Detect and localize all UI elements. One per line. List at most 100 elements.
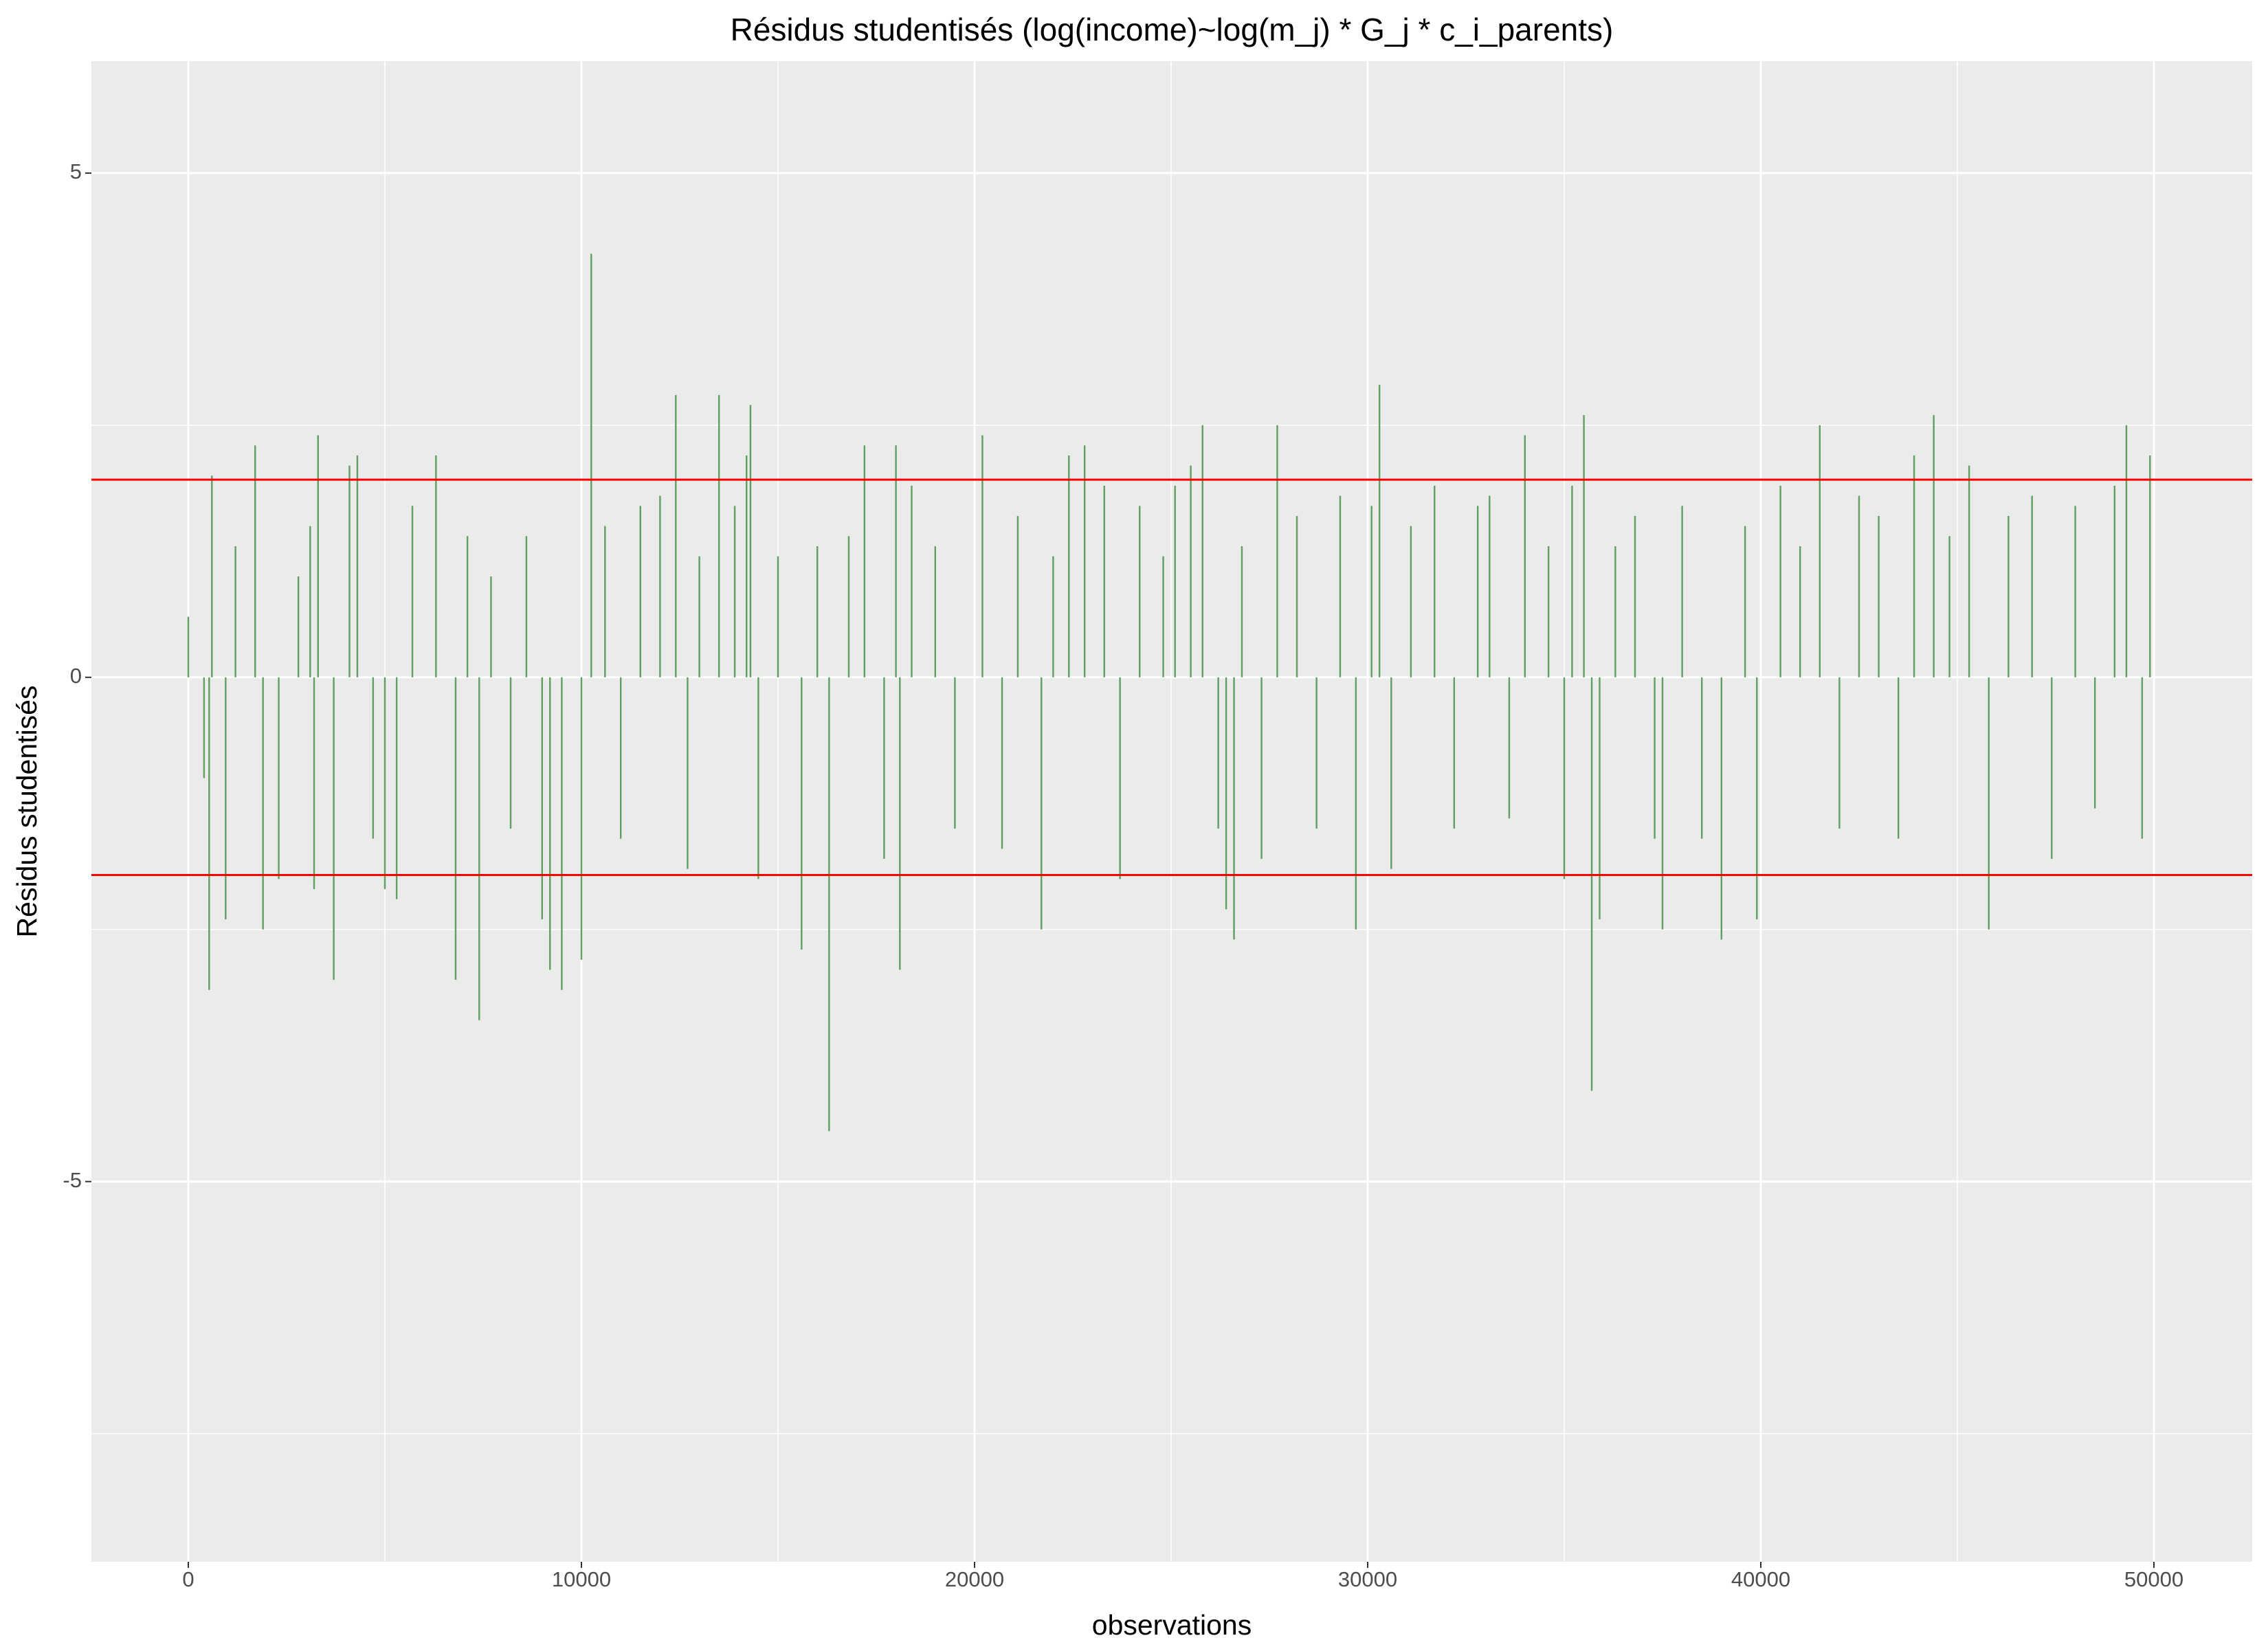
grid	[91, 61, 2252, 1562]
bar	[208, 677, 210, 990]
bar	[1068, 455, 1070, 677]
bar	[2113, 485, 2115, 677]
bar	[746, 455, 748, 677]
bar	[478, 677, 480, 1020]
bar	[2125, 425, 2128, 677]
bar	[1041, 677, 1043, 930]
bar	[1103, 485, 1105, 677]
bar	[828, 677, 830, 1132]
bar	[1489, 495, 1491, 677]
bar	[313, 677, 315, 890]
bar	[1453, 677, 1456, 829]
x-tick-label: 40000	[1731, 1567, 1790, 1591]
bar	[749, 405, 752, 677]
bar	[1296, 515, 1298, 677]
bar	[639, 506, 641, 677]
bar	[2074, 506, 2076, 677]
bar	[1614, 546, 1616, 677]
bar	[234, 546, 236, 677]
x-tick-label: 20000	[945, 1567, 1004, 1591]
bar	[1052, 556, 1054, 677]
labels: 0 10000 20000 30000 40000 50000 -5 0 5	[63, 159, 2183, 1591]
bar	[395, 677, 398, 899]
bar	[1174, 485, 1176, 677]
marks	[91, 254, 2252, 1132]
bar	[225, 677, 227, 920]
bar	[2031, 495, 2033, 677]
bar	[561, 677, 563, 990]
bar	[1524, 435, 1526, 677]
bar	[254, 445, 256, 677]
bar	[1016, 515, 1019, 677]
bar	[1083, 445, 1086, 677]
bar	[1563, 677, 1566, 879]
bar	[911, 485, 913, 677]
bar	[317, 435, 319, 677]
bar	[1913, 455, 1915, 677]
bar	[1476, 506, 1479, 677]
bar	[934, 546, 936, 677]
bar	[549, 677, 551, 970]
bar	[1190, 465, 1192, 677]
bar	[2093, 677, 2096, 809]
bar	[895, 445, 897, 677]
bar	[847, 536, 850, 677]
bar	[262, 677, 264, 930]
bar	[1162, 556, 1164, 677]
bar	[1119, 677, 1121, 879]
bar	[1756, 677, 1758, 920]
bar	[675, 394, 677, 677]
bar	[2051, 677, 2053, 859]
y-tick-label: -5	[63, 1168, 82, 1192]
bar	[297, 576, 300, 677]
bar	[1508, 677, 1511, 819]
bar	[733, 506, 736, 677]
bar	[466, 536, 469, 677]
bar	[590, 254, 592, 677]
bar	[203, 677, 205, 778]
x-tick-label: 10000	[552, 1567, 611, 1591]
bar	[1225, 677, 1227, 910]
bar	[1241, 546, 1243, 677]
bar	[580, 677, 583, 960]
bar	[1948, 536, 1950, 677]
x-tick-label: 50000	[2124, 1567, 2183, 1591]
bar	[2149, 455, 2151, 677]
bar	[187, 616, 190, 677]
bar	[1700, 677, 1703, 839]
bar	[1590, 677, 1593, 1091]
bar	[1654, 677, 1656, 839]
bar	[1201, 425, 1203, 677]
y-axis-title: Résidus studentisés	[11, 686, 43, 938]
bar	[1858, 495, 1860, 677]
bar	[718, 394, 720, 677]
bar	[1370, 506, 1372, 677]
bar	[1217, 677, 1219, 829]
chart-title: Résidus studentisés (log(income)~log(m_j…	[731, 12, 1614, 47]
bar	[1434, 485, 1436, 677]
bar	[1661, 677, 1664, 930]
bar	[490, 576, 492, 677]
bar	[525, 536, 528, 677]
bar	[604, 526, 606, 677]
bar	[348, 465, 351, 677]
bar	[454, 677, 457, 980]
bar	[1933, 415, 1935, 677]
bar	[1681, 506, 1683, 677]
bar	[1779, 485, 1781, 677]
bar	[1819, 425, 1821, 677]
bar	[1001, 677, 1003, 849]
bar	[2141, 677, 2144, 839]
bar	[1878, 515, 1880, 677]
y-tick-label: 5	[70, 159, 82, 183]
x-tick-label: 0	[182, 1567, 194, 1591]
bar	[2008, 515, 2010, 677]
bar	[687, 677, 689, 869]
bar	[899, 677, 901, 970]
bar	[883, 677, 885, 859]
bar	[619, 677, 622, 839]
bar	[1547, 546, 1550, 677]
bar	[1339, 495, 1342, 677]
bar	[309, 526, 311, 677]
